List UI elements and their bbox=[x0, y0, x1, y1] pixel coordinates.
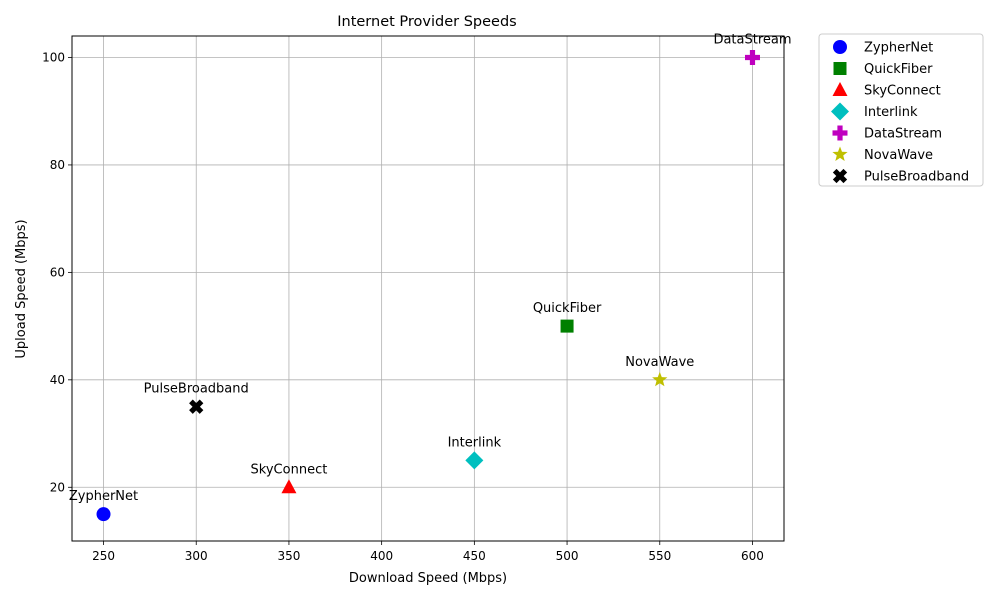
x-tick-label: 450 bbox=[463, 549, 486, 563]
legend-label: Interlink bbox=[864, 105, 918, 120]
legend-item-skyconnect: SkyConnect bbox=[832, 82, 941, 99]
y-tick-label: 20 bbox=[50, 480, 65, 494]
y-tick-label: 60 bbox=[50, 265, 65, 279]
point-label-interlink: Interlink bbox=[448, 435, 502, 450]
point-label-skyconnect: SkyConnect bbox=[251, 462, 328, 477]
legend-box bbox=[818, 33, 984, 187]
data-point-quickfiber bbox=[560, 319, 574, 333]
legend-item-zyphernet: ZypherNet bbox=[833, 40, 933, 56]
x-axis-ticks: 250 300 350 400 450 500 550 600 bbox=[92, 541, 764, 563]
legend-label: PulseBroadband bbox=[864, 170, 969, 185]
x-tick-label: 400 bbox=[370, 549, 393, 563]
x-tick-label: 300 bbox=[185, 549, 208, 563]
y-tick-label: 100 bbox=[42, 50, 65, 64]
legend-item-datastream: DataStream bbox=[832, 125, 942, 142]
point-labels: ZypherNet QuickFiber SkyConnect Interlink Da… bbox=[69, 32, 792, 504]
x-tick-label: 600 bbox=[741, 549, 764, 563]
legend-item-pulsebroadband: PulseBroadband bbox=[832, 168, 969, 185]
y-axis-ticks: 20 40 60 80 100 bbox=[42, 50, 72, 494]
x-axis-title: Download Speed (Mbps) bbox=[349, 571, 507, 586]
y-tick-label: 80 bbox=[50, 158, 65, 172]
legend-marker-quickfiber bbox=[833, 62, 847, 75]
legend-label: NovaWave bbox=[864, 148, 933, 163]
chart-title: Internet Provider Speeds bbox=[337, 14, 517, 30]
x-tick-label: 250 bbox=[92, 549, 115, 563]
data-point-interlink bbox=[465, 451, 484, 470]
y-axis-title: Upload Speed (Mbps) bbox=[14, 219, 29, 358]
point-label-zyphernet: ZypherNet bbox=[69, 489, 138, 504]
x-tick-label: 500 bbox=[556, 549, 579, 563]
plot-area-frame bbox=[71, 35, 785, 542]
legend-marker-pulsebroadband-shape bbox=[832, 168, 848, 184]
data-point-skyconnect bbox=[281, 479, 297, 494]
data-point-novawave bbox=[652, 371, 668, 387]
legend: ZypherNet QuickFiber SkyConnect Interlink Da… bbox=[818, 33, 984, 187]
point-label-novawave: NovaWave bbox=[625, 355, 694, 370]
legend-item-quickfiber: QuickFiber bbox=[833, 62, 933, 77]
legend-marker-zyphernet bbox=[833, 40, 847, 54]
point-label-quickfiber: QuickFiber bbox=[533, 301, 602, 316]
point-label-pulsebroadband: PulseBroadband bbox=[144, 382, 249, 397]
legend-marker-interlink bbox=[831, 102, 849, 121]
point-label-datastream: DataStream bbox=[713, 32, 791, 47]
legend-item-interlink: Interlink bbox=[831, 102, 918, 121]
y-tick-label: 40 bbox=[50, 373, 65, 387]
legend-label: SkyConnect bbox=[864, 84, 941, 99]
x-tick-label: 350 bbox=[277, 549, 300, 563]
data-points bbox=[96, 49, 760, 522]
legend-label: DataStream bbox=[864, 127, 942, 142]
legend-marker-novawave bbox=[832, 146, 848, 161]
legend-marker-skyconnect bbox=[832, 82, 848, 96]
legend-label: ZypherNet bbox=[864, 41, 933, 56]
data-point-datastream bbox=[744, 49, 760, 65]
legend-marker-pulsebroadband bbox=[832, 168, 848, 184]
legend-item-novawave: NovaWave bbox=[832, 146, 933, 163]
data-point-zyphernet bbox=[96, 507, 111, 522]
legend-label: QuickFiber bbox=[864, 62, 933, 77]
grid-lines bbox=[72, 36, 784, 541]
data-point-pulsebroadband-shape bbox=[189, 399, 204, 414]
data-point-pulsebroadband bbox=[189, 399, 204, 414]
x-tick-label: 550 bbox=[648, 549, 671, 563]
legend-marker-datastream bbox=[832, 125, 848, 141]
